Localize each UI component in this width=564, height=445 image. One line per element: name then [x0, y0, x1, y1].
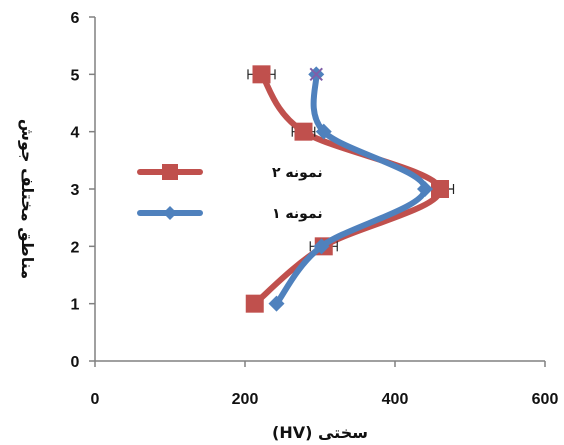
marker-square [252, 65, 271, 84]
x-tick-label: 600 [532, 391, 559, 408]
legend-item-2: نمونه ۱ [137, 206, 323, 222]
marker-diamond [163, 206, 177, 220]
marker-square [294, 122, 313, 141]
series-line [273, 71, 429, 307]
y-tick-label: 6 [71, 10, 80, 27]
marker-diamond [315, 123, 332, 140]
series-2 [268, 66, 433, 312]
legend-label: نمونه ۱ [272, 206, 323, 222]
y-tick-label: 2 [71, 239, 80, 256]
marker-diamond [417, 181, 433, 197]
marker-square [431, 180, 449, 198]
y-tick-label: 1 [71, 297, 80, 314]
legend: نمونه ۲ نمونه ۱ [137, 164, 323, 222]
marker-square [245, 294, 264, 313]
y-tick-label: 5 [71, 67, 80, 84]
marker-square [162, 164, 178, 180]
overlap-mark [309, 67, 323, 82]
x-tick-label: 400 [382, 391, 409, 408]
x-tick-label: 200 [232, 391, 259, 408]
marker-diamond [313, 238, 330, 255]
series-line [251, 71, 443, 307]
x-axis-title: سختی (HV) [272, 423, 368, 442]
y-tick-label: 0 [71, 354, 80, 371]
legend-label: نمونه ۲ [272, 165, 323, 181]
y-tick-label: 3 [71, 182, 80, 199]
y-axis-title: مناطق مختلف جوش [18, 119, 37, 279]
axes: 0 1 2 3 4 5 6 0 200 400 600 [71, 10, 559, 408]
marker-diamond [268, 295, 285, 312]
y-tick-label: 4 [71, 125, 80, 142]
series-layer [245, 65, 455, 313]
x-tick-label: 0 [91, 391, 100, 408]
legend-item-1: نمونه ۲ [137, 164, 323, 181]
